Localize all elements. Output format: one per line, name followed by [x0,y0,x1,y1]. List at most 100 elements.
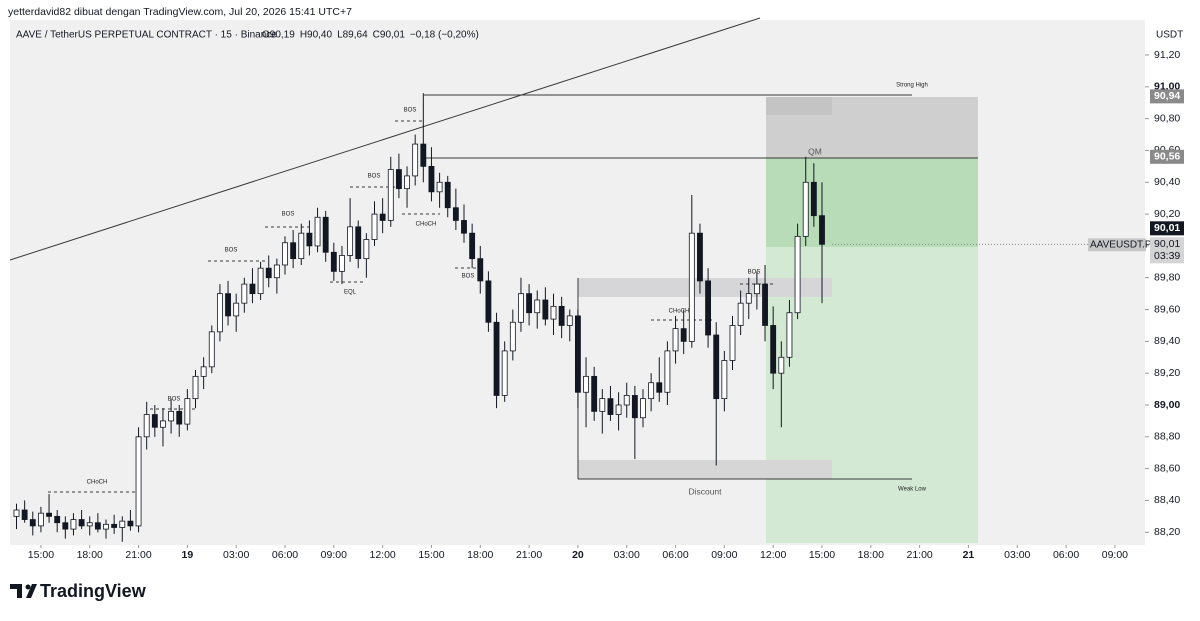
annotation: BOS [462,274,475,280]
annotation: BOS [168,397,181,403]
annotation: BOS [225,248,238,254]
candle-body [176,410,183,425]
target-zone [766,158,978,247]
candle-body [550,305,557,320]
candle-body [37,512,44,527]
annotation: CHoCH [87,480,108,486]
candle-body [200,366,207,377]
candle-body [485,280,492,323]
y-tick-label: 88,40 [1154,494,1180,506]
y-tick-label: 89,20 [1154,367,1180,379]
candle-body [810,181,817,217]
brand-logo: TradingView [10,581,147,601]
candle-body [13,509,20,517]
annotation: Weak Low [898,487,927,493]
x-tick-label: 06:00 [272,549,298,561]
trend-line [9,17,761,261]
candle-body [729,325,736,361]
candle-body [306,232,313,247]
logo-mark [10,584,37,598]
candle-body [143,414,150,438]
candle-body [802,181,809,237]
x-tick-label: 06:00 [1053,549,1079,561]
countdown: 03:39 [1154,250,1180,262]
candle-body [135,436,142,527]
candle-body [290,242,297,260]
candle-body [273,264,280,279]
candle-body [387,169,394,221]
candle-body [216,293,223,333]
candle-body [778,356,785,374]
x-tick-label: 21:00 [906,549,932,561]
candle-body [78,519,85,527]
candle-body [713,334,720,400]
annotation: BOS [748,270,761,276]
x-tick-label: 18:00 [77,549,103,561]
candle-body [160,420,166,428]
x-tick-label: 18:00 [467,549,493,561]
candle-body [330,251,337,272]
candle-body [745,293,752,304]
candle-body [46,512,52,517]
candle-body [583,375,589,393]
x-tick-label: 15:00 [28,549,54,561]
symbol-label: AAVEUSDT.P [1090,239,1152,250]
last-price-label: 90,01 [1154,238,1180,250]
candle-body [339,255,345,272]
y-tick-label: 89,40 [1154,335,1180,347]
last-price-badge [1150,221,1184,236]
y-tick-label: 90,20 [1154,208,1180,220]
ohlc-legend-value: C90,01 [373,30,406,41]
x-tick-label: 09:00 [1102,549,1128,561]
x-tick-label: 21 [963,549,975,561]
x-tick-label: 15:00 [418,549,444,561]
x-tick-label: 12:00 [369,549,395,561]
candle-body [607,398,614,415]
candle-body [672,328,679,352]
x-tick-label: 21:00 [516,549,542,561]
candle-body [29,519,36,527]
candle-body [428,165,435,193]
candle-body [688,232,695,342]
candle-body [119,520,126,528]
price-axis [1150,20,1195,545]
supply-zone [578,278,832,297]
candle-body [737,302,744,326]
candle-body [819,215,825,245]
x-tick-label: 03:00 [614,549,640,561]
candle-body [371,213,378,240]
candle-body [111,523,118,528]
candle-body [518,293,524,323]
candle-body [265,267,272,279]
candle-body [127,520,134,527]
x-tick-label: 06:00 [662,549,688,561]
annotation: CHoCH [416,222,437,228]
price-badge-label: 90,94 [1154,90,1180,102]
candle-body [70,519,77,530]
candle-body [347,226,354,256]
candle-body [648,382,655,400]
y-tick-label: 89,80 [1154,272,1180,284]
x-tick-label: 03:00 [1004,549,1030,561]
candle-body [21,509,28,520]
candle-body [493,321,500,396]
candle-body [558,305,565,326]
candle-body [355,226,362,260]
candle-body [404,175,410,190]
x-tick-label: 20 [572,549,584,561]
x-tick-label: 09:00 [711,549,737,561]
candle-body [54,515,61,524]
annotation: EQL [344,290,357,296]
candle-body [363,239,370,260]
candle-body [444,181,451,209]
ohlc-legend-value: L89,64 [337,30,368,41]
candle-body [86,522,93,527]
y-tick-label: 89,00 [1154,399,1180,411]
logo-dot [25,584,31,590]
candle-body [542,299,549,320]
x-tick-label: 03:00 [223,549,249,561]
x-tick-label: 15:00 [809,549,835,561]
candle-body [298,232,305,260]
annotation: BOS [404,108,417,114]
